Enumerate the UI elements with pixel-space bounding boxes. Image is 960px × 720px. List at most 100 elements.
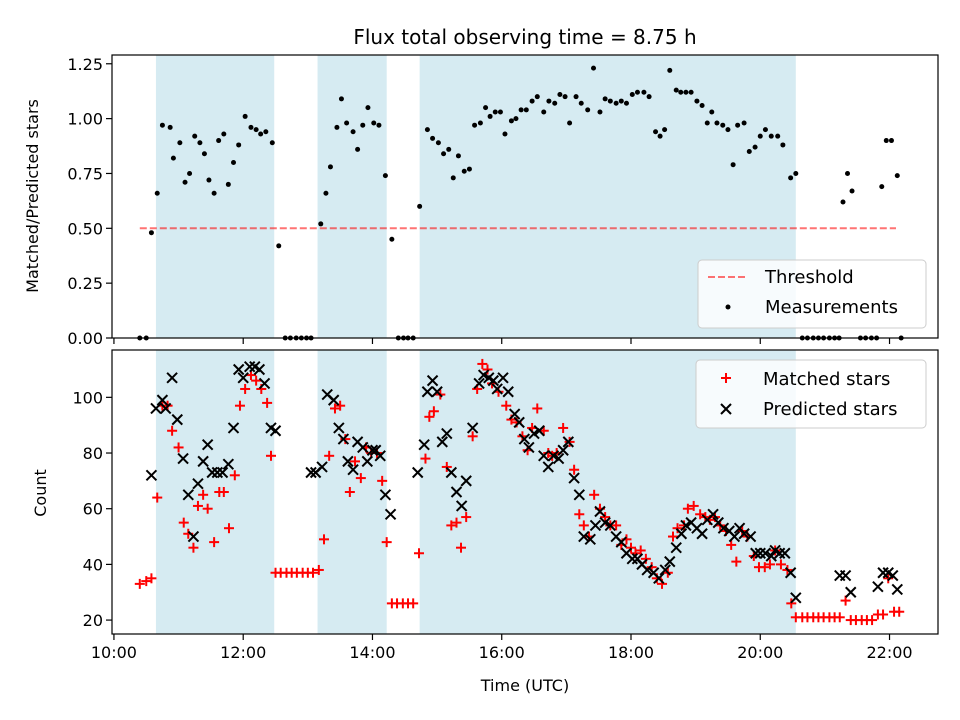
predicted-point [491, 383, 503, 395]
measurement-point [840, 199, 846, 205]
predicted-point [557, 444, 569, 456]
predicted-point [664, 555, 676, 568]
matched-point [262, 397, 273, 408]
predicted-point [779, 547, 791, 559]
measurement-point [318, 221, 324, 227]
predicted-point [145, 469, 158, 482]
measurement-point [662, 127, 668, 133]
measurement-point [694, 98, 700, 104]
measurement-point [618, 98, 624, 104]
measurement-point [746, 149, 752, 155]
predicted-point [568, 472, 580, 484]
matched-point [308, 567, 319, 578]
measurement-point [597, 109, 603, 115]
measurement-point [382, 173, 388, 179]
measurement-point [775, 133, 781, 139]
measurement-point [741, 120, 747, 126]
matched-point [867, 615, 878, 626]
predicted-point [839, 569, 852, 582]
measurement-point [389, 236, 395, 242]
legend-measurements-label: Measurements [765, 297, 898, 318]
predicted-point [182, 489, 194, 501]
predicted-point [773, 547, 786, 559]
measurement-point [248, 124, 254, 130]
measurement-point [845, 170, 851, 176]
predicted-point [201, 438, 214, 451]
measurement-point [546, 98, 552, 104]
legend-box [697, 259, 927, 329]
predicted-point [754, 547, 766, 559]
matched-point [178, 517, 189, 528]
matched-point [883, 573, 894, 584]
matched-point [695, 509, 706, 520]
measurement-point [529, 98, 535, 104]
matched-point [441, 461, 452, 472]
measurement-point [699, 102, 705, 108]
measurement-point [518, 107, 524, 113]
matched-point [251, 375, 262, 386]
measurement-point [513, 116, 519, 122]
matched-point [218, 487, 229, 497]
y-tick-label: 0.25 [67, 274, 103, 293]
predicted-point [594, 505, 606, 518]
x-tick-label: 22:00 [866, 643, 912, 662]
predicted-point [487, 374, 500, 387]
matched-point [223, 523, 234, 534]
measurement-point [338, 96, 344, 102]
matched-point [152, 492, 163, 503]
predicted-point [232, 363, 245, 376]
matched-point [731, 556, 742, 567]
predicted-point [258, 377, 271, 390]
matched-point [682, 503, 693, 514]
matched-point [456, 542, 467, 553]
measurement-point [607, 98, 613, 104]
measurement-point [688, 89, 694, 95]
matched-point [640, 553, 651, 564]
matched-point [467, 431, 478, 442]
matched-point [574, 509, 585, 520]
measurement-point [573, 94, 579, 100]
matched-point [726, 539, 737, 550]
matched-point [428, 406, 439, 417]
measurement-point [450, 175, 456, 181]
matched-point [234, 400, 245, 411]
predicted-point [156, 394, 169, 406]
predicted-point [626, 553, 638, 565]
measurement-point [757, 133, 763, 139]
measurement-point [768, 133, 774, 139]
x-tick-label: 20:00 [737, 643, 783, 662]
measurement-point [206, 177, 212, 183]
matched-point [894, 606, 905, 617]
matched-point [625, 542, 636, 553]
predicted-point [237, 372, 249, 384]
matched-point [265, 450, 276, 461]
matched-point [424, 411, 435, 422]
predicted-point [750, 547, 762, 559]
predicted-point [641, 564, 653, 576]
y-tick-label: 1.00 [67, 110, 103, 129]
measurement-point [192, 133, 198, 139]
matched-point [600, 512, 611, 523]
measurement-point [365, 105, 371, 111]
measurement-point [534, 94, 540, 100]
measurement-point [646, 94, 652, 100]
predicted-point [653, 572, 665, 585]
predicted-point [166, 372, 178, 384]
predicted-point [615, 536, 628, 548]
predicted-point [497, 372, 509, 384]
axes-frame [111, 349, 939, 635]
matched-point [420, 453, 431, 464]
matched-point [878, 609, 889, 620]
measurement-point [623, 100, 629, 106]
measurement-point [673, 87, 679, 93]
predicted-point [333, 422, 345, 434]
predicted-point [177, 452, 189, 465]
predicted-point [659, 564, 671, 576]
predicted-point [347, 464, 359, 476]
predicted-point [421, 386, 434, 398]
measurement-point [678, 89, 684, 95]
predicted-point [696, 528, 708, 540]
predicted-point [441, 427, 453, 440]
predicted-point [460, 475, 472, 487]
